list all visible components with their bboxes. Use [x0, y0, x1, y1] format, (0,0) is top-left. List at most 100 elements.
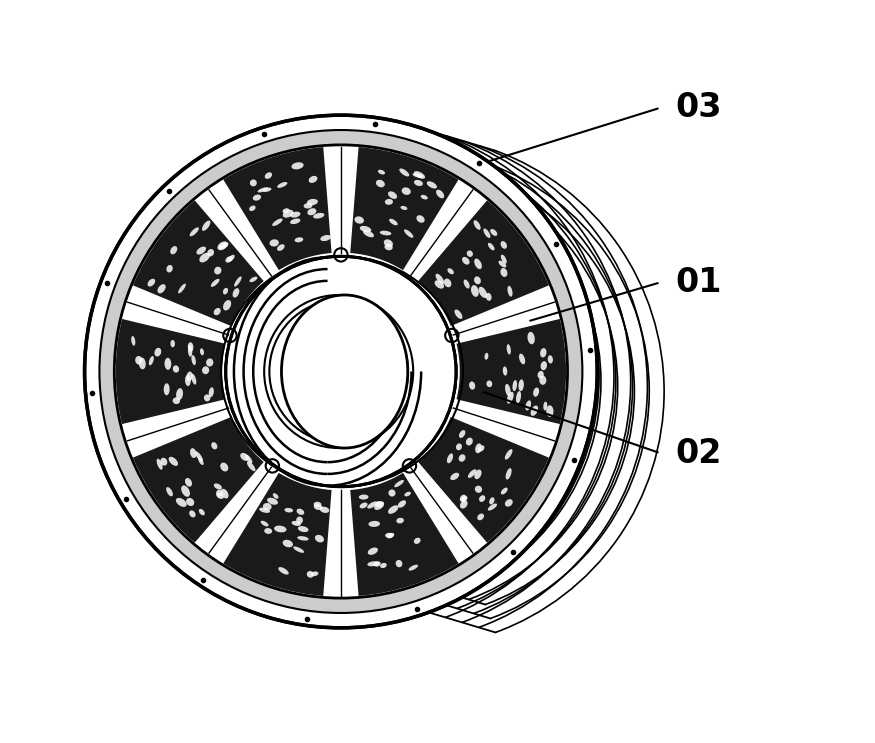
Ellipse shape: [506, 468, 512, 479]
Circle shape: [115, 145, 568, 598]
Ellipse shape: [505, 449, 513, 460]
Ellipse shape: [204, 395, 210, 401]
Ellipse shape: [546, 406, 554, 417]
Ellipse shape: [166, 487, 173, 496]
Ellipse shape: [359, 495, 368, 499]
Ellipse shape: [291, 521, 301, 526]
Ellipse shape: [313, 502, 321, 507]
Ellipse shape: [459, 430, 466, 438]
Ellipse shape: [259, 507, 270, 513]
Ellipse shape: [136, 356, 143, 365]
Ellipse shape: [315, 535, 324, 542]
Ellipse shape: [466, 438, 472, 446]
Ellipse shape: [274, 525, 286, 533]
Ellipse shape: [505, 384, 511, 396]
Ellipse shape: [374, 561, 381, 567]
Ellipse shape: [311, 571, 318, 577]
Ellipse shape: [262, 187, 271, 192]
Text: 02: 02: [676, 437, 722, 470]
Ellipse shape: [447, 453, 453, 464]
Ellipse shape: [267, 498, 278, 504]
Ellipse shape: [401, 206, 408, 210]
Ellipse shape: [309, 176, 318, 183]
Ellipse shape: [398, 500, 406, 507]
Ellipse shape: [157, 458, 163, 470]
Ellipse shape: [250, 179, 256, 186]
Ellipse shape: [188, 343, 193, 351]
Ellipse shape: [270, 239, 279, 247]
Ellipse shape: [290, 218, 300, 224]
Ellipse shape: [164, 383, 170, 395]
Ellipse shape: [516, 391, 522, 403]
Ellipse shape: [479, 496, 486, 502]
Ellipse shape: [283, 208, 290, 213]
Ellipse shape: [199, 458, 204, 465]
Ellipse shape: [226, 256, 233, 262]
Ellipse shape: [548, 355, 553, 363]
Ellipse shape: [354, 216, 364, 224]
Ellipse shape: [313, 212, 325, 218]
Ellipse shape: [414, 171, 425, 179]
Ellipse shape: [513, 380, 517, 391]
Ellipse shape: [384, 239, 393, 247]
Ellipse shape: [178, 284, 186, 293]
Ellipse shape: [376, 180, 385, 187]
Ellipse shape: [200, 348, 204, 355]
Ellipse shape: [385, 199, 393, 205]
Ellipse shape: [500, 268, 507, 277]
Ellipse shape: [191, 374, 196, 385]
Ellipse shape: [277, 244, 284, 251]
Ellipse shape: [427, 181, 437, 189]
Ellipse shape: [196, 247, 206, 255]
Ellipse shape: [261, 521, 269, 527]
Circle shape: [226, 256, 456, 487]
Wedge shape: [133, 417, 263, 542]
Wedge shape: [133, 201, 263, 326]
Ellipse shape: [158, 284, 165, 293]
Ellipse shape: [265, 172, 272, 179]
Ellipse shape: [264, 528, 272, 534]
Wedge shape: [223, 473, 332, 596]
Ellipse shape: [154, 348, 161, 357]
Ellipse shape: [278, 567, 289, 574]
Ellipse shape: [540, 348, 547, 357]
Ellipse shape: [543, 402, 547, 410]
Ellipse shape: [234, 276, 242, 287]
Ellipse shape: [293, 546, 304, 553]
Ellipse shape: [284, 508, 293, 513]
Ellipse shape: [172, 366, 179, 373]
Ellipse shape: [368, 561, 379, 566]
Ellipse shape: [214, 267, 221, 274]
Wedge shape: [350, 473, 458, 596]
Ellipse shape: [304, 203, 312, 209]
Ellipse shape: [188, 345, 192, 357]
Ellipse shape: [459, 495, 466, 502]
Ellipse shape: [172, 398, 180, 404]
Ellipse shape: [192, 355, 196, 365]
Ellipse shape: [220, 463, 228, 472]
Ellipse shape: [360, 502, 368, 508]
Ellipse shape: [298, 526, 309, 532]
Ellipse shape: [277, 182, 287, 188]
Ellipse shape: [223, 300, 231, 311]
Ellipse shape: [380, 230, 391, 236]
Ellipse shape: [507, 344, 511, 354]
Ellipse shape: [368, 502, 377, 508]
Ellipse shape: [505, 499, 513, 507]
Ellipse shape: [283, 210, 293, 218]
Wedge shape: [116, 319, 226, 424]
Ellipse shape: [249, 206, 255, 211]
Ellipse shape: [202, 366, 209, 374]
Ellipse shape: [468, 470, 477, 478]
Ellipse shape: [475, 486, 482, 493]
Ellipse shape: [474, 276, 481, 285]
Ellipse shape: [185, 375, 191, 386]
Ellipse shape: [368, 548, 378, 555]
Ellipse shape: [195, 451, 203, 461]
Circle shape: [85, 115, 598, 628]
Ellipse shape: [189, 510, 196, 517]
Ellipse shape: [416, 215, 424, 223]
Ellipse shape: [282, 295, 408, 448]
Ellipse shape: [488, 243, 494, 250]
Ellipse shape: [166, 265, 172, 273]
